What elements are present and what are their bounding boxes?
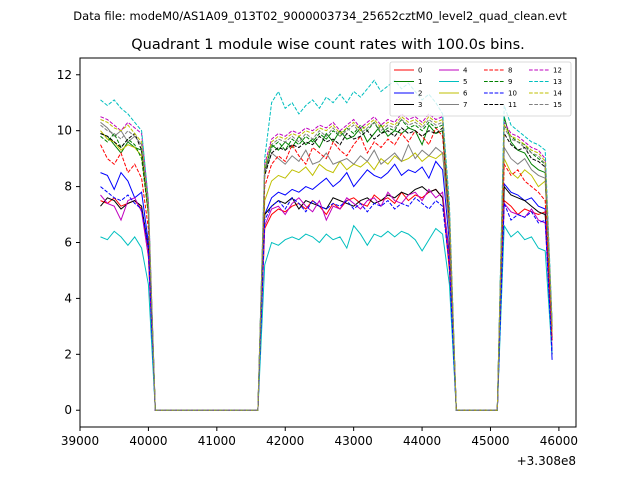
chart-title: Quadrant 1 module wise count rates with … (131, 37, 525, 53)
series-line-2 (100, 160, 553, 411)
legend-label-13: 13 (553, 78, 562, 86)
x-tick-label: 46000 (540, 434, 578, 448)
series-line-9 (100, 118, 553, 411)
plot-area (100, 79, 553, 411)
y-tick-label: 6 (64, 236, 72, 250)
x-tick-label: 39000 (61, 434, 99, 448)
x-tick-label: 42000 (266, 434, 304, 448)
x-tick-label: 43000 (335, 434, 373, 448)
x-tick-label: 41000 (198, 434, 236, 448)
legend-label-15: 15 (553, 101, 562, 109)
x-tick-label: 45000 (471, 434, 509, 448)
x-offset-label: +3.308e8 (517, 454, 576, 468)
series-line-7 (100, 121, 553, 411)
series-line-0 (100, 188, 553, 411)
legend-label-14: 14 (553, 90, 562, 98)
y-tick-label: 10 (57, 124, 72, 138)
y-tick-label: 4 (64, 291, 72, 305)
y-tick-label: 8 (64, 180, 72, 194)
x-tick-label: 40000 (129, 434, 167, 448)
legend-box (389, 61, 572, 117)
legend-label-1: 1 (418, 78, 422, 86)
series-line-8 (100, 126, 553, 411)
legend-label-6: 6 (463, 90, 468, 98)
legend-label-11: 11 (508, 101, 517, 109)
legend-label-10: 10 (508, 90, 517, 98)
suptitle: Data file: modeM0/AS1A09_013T02_90000037… (73, 9, 567, 23)
series-line-1 (100, 116, 553, 411)
axes: 39000 40000 41000 42000 43000 44000 45000 46000… (57, 68, 578, 448)
y-tick-label: 12 (57, 68, 72, 82)
series-line-5 (100, 224, 553, 411)
legend-label-4: 4 (463, 67, 468, 75)
legend-label-9: 9 (508, 78, 512, 86)
y-tick-label: 0 (64, 403, 72, 417)
legend-label-3: 3 (418, 101, 422, 109)
series-line-6 (100, 130, 553, 411)
series-line-13 (100, 79, 553, 411)
legend-label-2: 2 (418, 90, 422, 98)
y-tick-label: 2 (64, 347, 72, 361)
legend-label-0: 0 (418, 67, 422, 75)
legend-label-5: 5 (463, 78, 467, 86)
x-tick-label: 44000 (403, 434, 441, 448)
series-line-4 (100, 188, 553, 411)
series-line-15 (100, 118, 553, 411)
legend-label-12: 12 (553, 67, 562, 75)
legend-label-8: 8 (508, 67, 512, 75)
legend-label-7: 7 (463, 101, 467, 109)
series-line-14 (100, 115, 553, 411)
